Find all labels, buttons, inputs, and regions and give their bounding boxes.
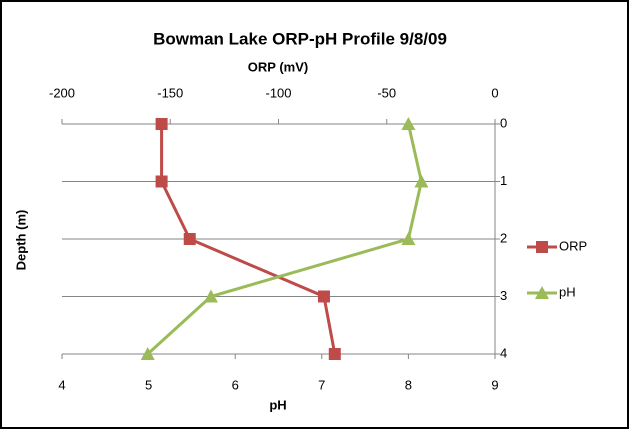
data-point bbox=[155, 118, 168, 130]
chart-title: Bowman Lake ORP-pH Profile 9/8/09 bbox=[153, 29, 447, 48]
data-point bbox=[401, 117, 416, 130]
x-axis-label: pH bbox=[269, 397, 286, 412]
data-point bbox=[140, 347, 155, 360]
data-point bbox=[401, 232, 416, 245]
legend-marker bbox=[535, 286, 549, 299]
x2-axis-label: ORP (mV) bbox=[248, 59, 308, 74]
data-point bbox=[317, 290, 330, 303]
legend-marker bbox=[536, 241, 548, 253]
y-tick-label: 2 bbox=[500, 230, 507, 245]
x-tick-label: 7 bbox=[318, 377, 325, 392]
data-point bbox=[414, 174, 429, 188]
x2-tick-label: -100 bbox=[265, 85, 291, 100]
x-tick-label: 4 bbox=[58, 377, 65, 392]
x-tick-label: 8 bbox=[405, 377, 412, 392]
y-tick-label: 0 bbox=[500, 115, 507, 130]
data-point bbox=[328, 348, 341, 360]
x2-tick-label: -200 bbox=[49, 85, 75, 100]
x2-tick-label: 0 bbox=[491, 85, 498, 100]
x-tick-label: 6 bbox=[232, 377, 239, 392]
y-tick-label: 1 bbox=[500, 173, 507, 188]
y-tick-label: 3 bbox=[500, 288, 507, 303]
data-point bbox=[183, 233, 196, 245]
legend-label: pH bbox=[559, 284, 576, 299]
data-point bbox=[203, 289, 218, 303]
x2-tick-label: -50 bbox=[377, 85, 396, 100]
data-point bbox=[155, 175, 168, 188]
legend-label: ORP bbox=[559, 238, 587, 253]
y-axis-label: Depth (m) bbox=[13, 210, 28, 271]
x2-tick-label: -150 bbox=[157, 85, 183, 100]
x-tick-label: 9 bbox=[491, 377, 498, 392]
y-tick-label: 4 bbox=[500, 345, 507, 360]
x-tick-label: 5 bbox=[145, 377, 152, 392]
